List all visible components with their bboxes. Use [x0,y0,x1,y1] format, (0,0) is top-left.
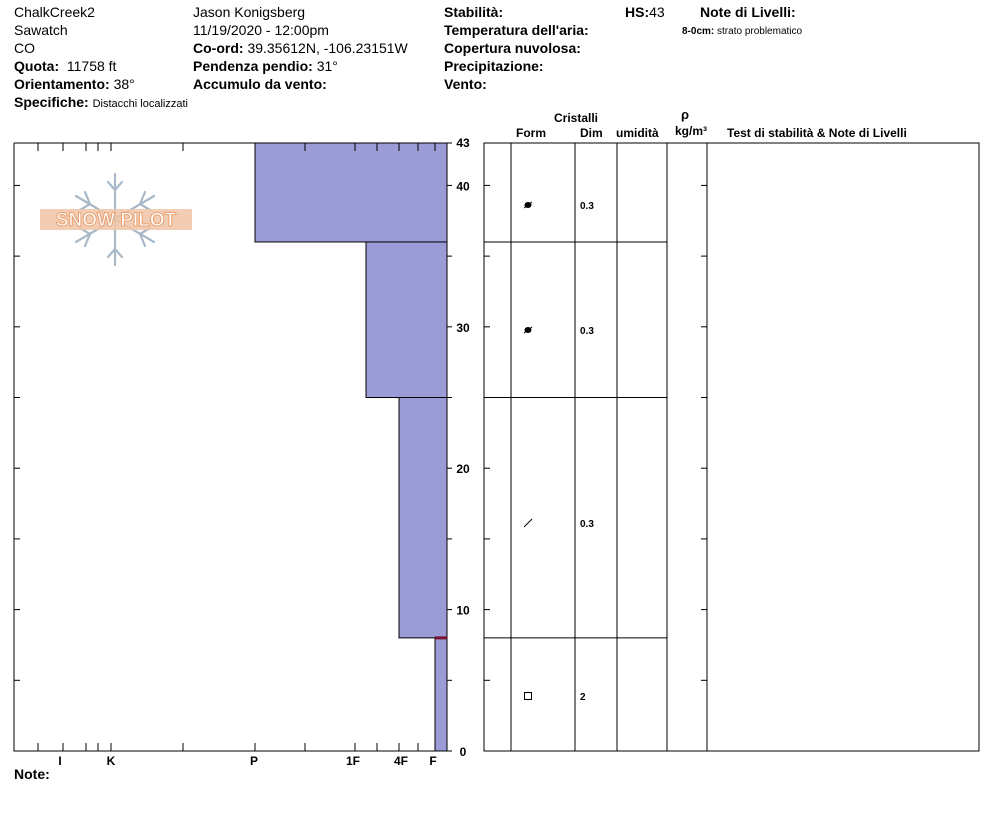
form-header: Form [516,126,546,140]
elevation-value: 11758 ft [66,58,117,74]
dim-header: Dim [580,126,603,140]
slope-label: Pendenza pendio: [193,58,313,74]
coord-label: Co-ord: [193,40,244,56]
hardness-tick-label: I [58,754,61,768]
stability-label: Stabilità: [444,4,504,20]
height-label: 10 [456,604,470,618]
height-label: 43 [456,136,470,150]
crystal-stroke [523,201,533,209]
crystal-size-label: 0.3 [580,201,594,212]
height-label: 0 [460,745,467,759]
moisture-header: umidità [616,126,659,140]
precipitation-particles-icon [523,201,533,209]
location-name: ChalkCreek2 [14,4,95,20]
cloud-cover-label: Copertura nuvolosa: [444,40,581,56]
precipitation-particles-icon [523,326,533,334]
snowpilot-logo: SNOW PILOT [40,172,192,267]
hardness-tick-label: 1F [346,754,360,768]
crystal-square [524,692,532,700]
density-symbol: ρ [681,107,690,122]
layer-note-text: strato problematico [717,26,803,37]
precipitation-label: Precipitazione: [444,58,544,74]
height-label: 20 [456,462,470,476]
coord-value: 39.35612N, -106.23151W [247,40,408,56]
density-unit: kg/m³ [675,124,708,138]
crystal-size-label: 0.3 [580,519,594,530]
elevation: Quota: 11758 ft [14,58,116,74]
layer-grid-frame [483,142,980,752]
wind-loading-label: Accumulo da vento: [193,76,327,92]
hardness-tick-label: 4F [394,754,408,768]
crystal-stroke [523,326,533,334]
coordinates: Co-ord: 39.35612N, -106.23151W [193,40,408,56]
slope-angle: Pendenza pendio: 31° [193,58,338,74]
hardness-tick-label: F [429,754,436,768]
hardness-bar [398,397,448,639]
faceted-crystals-icon [524,692,532,700]
layer-note-range: 8-0cm: [682,26,715,37]
crystal-stroke [523,518,533,528]
specifics: Specifiche: Distacchi localizzati [14,94,188,112]
air-temp-label: Temperatura dell'aria: [444,22,589,38]
elevation-label: Quota: [14,58,60,74]
observer: Jason Konigsberg [193,4,306,20]
crystal-size-label: 2 [580,692,586,703]
slope-value: 31° [316,58,338,74]
layer-note: 8-0cm: strato problematico [682,24,802,40]
specifics-label: Specifiche: [14,94,89,110]
aspect-value: 38° [113,76,135,92]
aspect-label: Orientamento: [14,76,110,92]
hs-value: 43 [649,4,665,20]
snowpilot-logo-text: SNOW PILOT [56,210,177,231]
hardness-bar [254,142,448,243]
range-name: Sawatch [14,22,68,38]
decomposing-fragments-icon [523,518,533,528]
hardness-tick-label: K [107,754,116,768]
specifics-value: Distacchi localizzati [92,98,188,110]
aspect: Orientamento: 38° [14,76,135,92]
stability-notes-header: Test di stabilità & Note di Livelli [727,126,907,140]
hardness-tick-label: P [250,754,258,768]
datetime: 11/19/2020 - 12:00pm [193,22,329,38]
snow-height: HS:43 [625,4,665,20]
height-label: 30 [456,321,470,335]
wind-label: Vento: [444,76,487,92]
notes-label: Note: [14,766,50,782]
layer-notes-label: Note di Livelli: [700,4,796,20]
state-name: CO [14,40,35,56]
hs-label: HS: [625,4,650,20]
crystal-size-label: 0.3 [580,326,594,337]
height-label: 40 [456,179,470,193]
crystals-header: Cristalli [554,111,599,125]
hardness-bar [434,637,448,752]
hardness-bar [365,241,448,399]
